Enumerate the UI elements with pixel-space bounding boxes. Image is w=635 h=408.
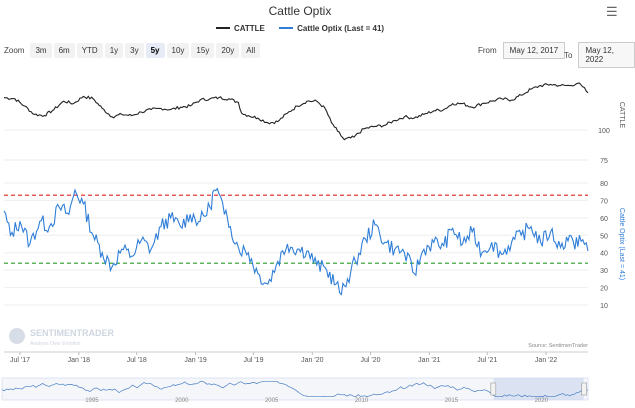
zoom-bar: Zoom 3m 6m YTD 1y 3y 5y 10y 15y 20y All (4, 43, 261, 58)
x-tick-label: Jan '22 (535, 357, 557, 364)
y-tick-optix: 60 (600, 216, 608, 223)
x-tick-label: Jul '19 (243, 357, 263, 364)
range-from-label: From (478, 46, 497, 55)
zoom-button-15y[interactable]: 15y (191, 43, 215, 58)
zoom-button-3m[interactable]: 3m (30, 43, 52, 58)
navigator-series (1, 380, 589, 398)
navigator-tick-label: 2015 (445, 398, 459, 404)
y-axis-title-cattle: CATTLE (618, 102, 625, 129)
zoom-label: Zoom (4, 46, 25, 55)
zoom-button-1y[interactable]: 1y (104, 43, 124, 58)
navigator-track (1, 377, 589, 401)
series-line-optix (3, 187, 589, 296)
legend-swatch-optix (279, 27, 294, 29)
range-to-label: To (564, 50, 573, 60)
y-tick-optix: 50 (600, 233, 608, 240)
navigator-tick-label: 2000 (175, 398, 189, 404)
navigator-tick-label: 1995 (85, 398, 99, 404)
navigator-tick-label: 2020 (535, 398, 549, 404)
hamburger-menu-icon[interactable]: ☰ (606, 4, 618, 19)
x-tick-label: Jul '17 (10, 357, 30, 364)
x-tick-label: Jan '21 (418, 357, 440, 364)
navigator-tick-label: 2010 (355, 398, 369, 404)
range-to: To May 12, 2022 (564, 42, 635, 68)
x-tick-label: Jul '20 (361, 357, 381, 364)
range-from: From May 12, 2017 (478, 42, 566, 59)
range-to-input[interactable]: May 12, 2022 (578, 42, 635, 68)
navigator-tick-label: 2005 (265, 398, 279, 404)
source-label: Source: SentimenTrader (528, 343, 588, 349)
legend-label-cattle: CATTLE (233, 23, 265, 33)
x-tick-label: Jul '21 (477, 357, 497, 364)
zoom-button-5y[interactable]: 5y (145, 43, 165, 58)
zoom-button-all[interactable]: All (241, 43, 261, 58)
legend-swatch-cattle (215, 27, 230, 29)
y-tick-optix: 20 (600, 286, 608, 293)
y-tick-optix: 80 (600, 181, 608, 188)
y-tick-cattle: 75 (600, 158, 608, 165)
series-line-cattle (3, 82, 589, 141)
legend-item-cattle[interactable]: CATTLE (215, 23, 265, 33)
navigator-handle-left (490, 382, 497, 396)
zoom-button-3y[interactable]: 3y (125, 43, 144, 58)
legend-label-optix: Cattle Optix (Last = 41) (297, 23, 385, 33)
zoom-button-6m[interactable]: 6m (53, 43, 75, 58)
y-tick-cattle: 100 (598, 128, 610, 135)
navigator-selection (493, 378, 584, 400)
y-axis-title-optix: Cattle Optix (Last = 41) (618, 208, 625, 280)
watermark-name: SENTIMENTRADER (30, 328, 115, 338)
y-tick-optix: 30 (600, 268, 608, 275)
watermark-tagline: Analysis Over Emotion (30, 341, 81, 347)
x-tick-label: Jan '19 (184, 357, 206, 364)
watermark-logo-icon (9, 328, 25, 344)
chart-title: Cattle Optix (268, 4, 332, 18)
y-tick-optix: 10 (600, 303, 608, 310)
navigator-handle-right (581, 382, 587, 396)
x-tick-label: Jan '18 (68, 357, 90, 364)
zoom-button-ytd[interactable]: YTD (76, 43, 103, 58)
legend-item-optix[interactable]: Cattle Optix (Last = 41) (279, 24, 384, 33)
x-tick-label: Jan '20 (301, 357, 323, 364)
sentimentrader-watermark: SENTIMENTRADER Analysis Over Emotion (9, 328, 115, 347)
x-tick-label: Jul '18 (127, 357, 147, 364)
legend: CATTLE Cattle Optix (Last = 41) (0, 22, 600, 33)
zoom-button-20y[interactable]: 20y (216, 43, 240, 58)
zoom-button-10y[interactable]: 10y (166, 43, 190, 58)
y-tick-optix: 70 (600, 198, 608, 205)
y-tick-optix: 40 (600, 251, 608, 258)
range-from-input[interactable]: May 12, 2017 (502, 42, 566, 59)
